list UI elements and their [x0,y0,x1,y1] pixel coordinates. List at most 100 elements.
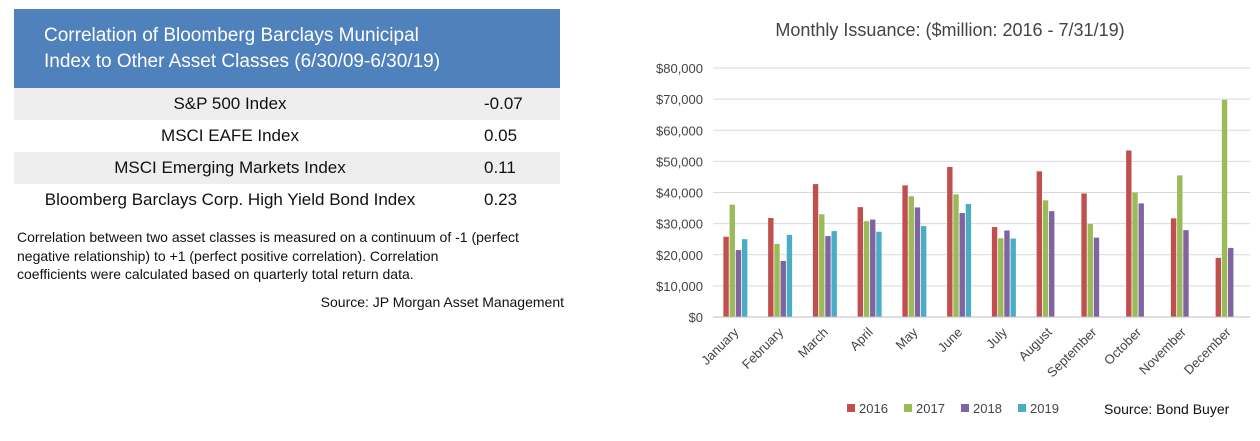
x-tick-label: April [847,324,876,353]
note-line-3: coefficients were calculated based on qu… [17,266,414,282]
x-tick-label: March [795,325,831,361]
bar-2018 [870,219,876,317]
bar-2017 [998,238,1004,317]
bar-2017 [774,243,780,317]
y-tick-label: $10,000 [656,279,703,294]
bar-2016 [1170,218,1177,317]
bar-2016 [1036,171,1043,317]
y-tick-label: $70,000 [656,92,703,107]
bar-2017 [1132,192,1138,317]
x-tick-label: July [983,324,1010,351]
bar-2017 [1177,175,1183,317]
bar-2017 [819,214,825,317]
bar-2019 [965,204,972,317]
correlation-table: Correlation of Bloomberg Barclays Munici… [14,9,560,216]
row-label: S&P 500 Index [173,94,287,113]
x-tick-label: September [1044,324,1100,380]
legend-label: 2017 [916,401,945,416]
bar-2018 [1228,247,1234,317]
table-row: Bloomberg Barclays Corp. High Yield Bond… [14,184,560,216]
row-label: MSCI EAFE Index [161,126,299,145]
monthly-issuance-chart: Monthly Issuance: ($million: 2016 - 7/31… [656,20,1250,416]
row-label: Bloomberg Barclays Corp. High Yield Bond… [44,190,416,209]
bar-2019 [786,234,793,317]
chart-title: Monthly Issuance: ($million: 2016 - 7/31… [775,20,1124,40]
table-title-line-2: Index to Other Asset Classes (6/30/09-6/… [44,51,441,72]
bar-2018 [825,236,831,317]
bar-2017 [863,221,870,317]
y-tick-label: $0 [689,310,703,325]
x-tick-label: May [893,324,921,352]
bar-2016 [1081,193,1087,317]
y-tick-label: $20,000 [656,248,703,263]
table-source: Source: JP Morgan Asset Management [320,294,564,310]
bar-2018 [914,207,921,317]
bar-2017 [1221,99,1228,317]
y-tick-label: $80,000 [656,61,703,76]
note-line-2: negative relationship) to +1 (perfect po… [17,247,439,264]
table-row: S&P 500 Index -0.07 [14,88,560,120]
row-value: 0.11 [484,158,516,177]
bar-2018 [780,260,786,317]
x-tick-label: August [1016,324,1055,363]
bar-2019 [920,226,927,317]
row-value: 0.05 [484,126,518,145]
bar-2016 [902,185,908,317]
bar-2016 [991,227,998,317]
bar-2018 [1049,211,1055,317]
x-tick-label: January [698,324,742,368]
note-line-1: Correlation between two asset classes is… [17,229,519,245]
bars [723,99,1234,317]
x-tick-label: February [739,324,787,372]
row-label: MSCI Emerging Markets Index [114,158,346,177]
legend-swatch [1018,404,1026,412]
legend: 2016 2017 2018 2019 [847,401,1059,416]
bar-2019 [831,231,837,317]
chart-source: Source: Bond Buyer [1104,401,1230,417]
table-title: Correlation of Bloomberg Barclays Munici… [14,9,560,88]
y-tick-label: $60,000 [656,123,703,138]
table-row: MSCI EAFE Index 0.05 [14,120,560,152]
correlation-note: Correlation between two asset classes is… [17,228,557,284]
row-value: -0.07 [484,94,523,113]
gridlines [713,67,1250,287]
bar-2019 [1010,238,1016,317]
bar-2016 [723,236,729,317]
x-tick-label: June [935,325,966,356]
bar-2018 [1093,237,1100,317]
table-row: MSCI Emerging Markets Index 0.11 [14,152,560,184]
bar-2017 [908,196,914,317]
table-title-line-1: Correlation of Bloomberg Barclays Munici… [44,25,419,46]
x-tick-label: October [1101,324,1145,368]
x-tick-label: November [1136,324,1189,377]
bar-2017 [729,204,735,317]
bar-2017 [1042,200,1049,317]
legend-label: 2018 [973,401,1002,416]
legend-label: 2019 [1030,401,1059,416]
bar-2016 [768,218,774,317]
bar-2019 [876,231,882,317]
bar-2016 [1126,150,1132,317]
y-tick-label: $30,000 [656,217,703,232]
legend-swatch [847,404,855,412]
legend-label: 2016 [859,401,888,416]
row-value: 0.23 [484,190,518,209]
bar-2016 [1215,257,1222,317]
x-tick-label: December [1181,324,1234,377]
bar-2018 [1138,203,1144,317]
y-axis-ticks: $0 $10,000 $20,000 $30,000 $40,000 $50,000 $60… [656,61,703,325]
bar-2018 [959,213,965,317]
bar-2016 [857,207,864,317]
bar-2017 [953,194,959,317]
bar-2019 [741,239,748,317]
bar-2018 [735,250,742,317]
y-tick-label: $40,000 [656,186,703,201]
bar-2016 [947,166,953,317]
bar-2016 [812,184,819,317]
bar-2018 [1004,230,1010,317]
legend-swatch [961,404,969,412]
legend-swatch [904,404,912,412]
bar-2018 [1183,230,1189,317]
y-tick-label: $50,000 [656,154,703,169]
